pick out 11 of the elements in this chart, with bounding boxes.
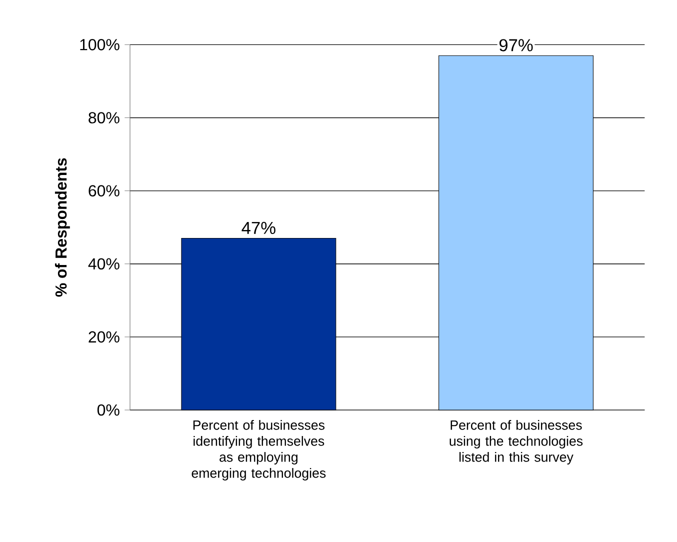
data-label: 47%	[242, 222, 276, 234]
y-tick-label: 0%	[97, 404, 120, 416]
x-tick-label: Percent of businesses identifying themselves as employing emerging technologies	[192, 420, 326, 480]
data-label: 97%	[499, 39, 533, 52]
y-tick-label: 100%	[80, 39, 120, 50]
y-tick-label: 80%	[88, 112, 120, 124]
y-tick-label: 60%	[88, 185, 120, 196]
y-axis-title: % of Respondents	[54, 158, 70, 297]
y-tick-label: 40%	[88, 258, 120, 270]
x-tick-label: Percent of businesses using the technologies listed in this survey	[450, 420, 583, 464]
y-tick-label: 20%	[88, 331, 120, 343]
